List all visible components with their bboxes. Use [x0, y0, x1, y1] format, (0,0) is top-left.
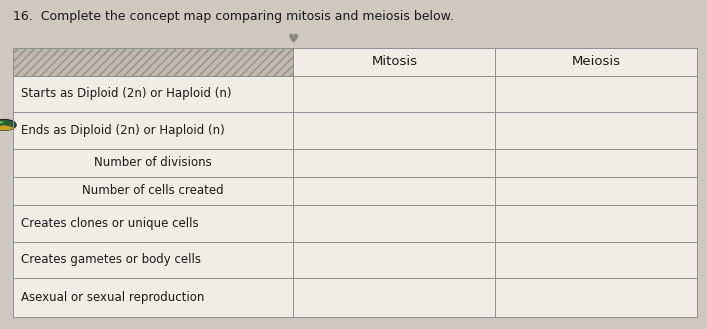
Text: Meiosis: Meiosis [572, 55, 621, 68]
Bar [293, 175, 697, 179]
Text: Asexual or sexual reproduction: Asexual or sexual reproduction [21, 291, 204, 304]
Text: Creates clones or unique cells: Creates clones or unique cells [21, 217, 199, 230]
Text: Creates gametes or body cells: Creates gametes or body cells [21, 253, 201, 266]
Text: Ends as Diploid (2n) or Haploid (n): Ends as Diploid (2n) or Haploid (n) [21, 124, 225, 137]
Wedge shape [0, 125, 15, 131]
Text: 16.  Complete the concept map comparing mitosis and meiosis below.: 16. Complete the concept map comparing m… [13, 10, 453, 23]
Text: Mitosis: Mitosis [371, 55, 417, 68]
Text: Starts as Diploid (2n) or Haploid (n): Starts as Diploid (2n) or Haploid (n) [21, 88, 232, 100]
Text: Number of divisions: Number of divisions [94, 156, 212, 169]
Bar [13, 48, 293, 76]
Bar [13, 48, 697, 317]
Circle shape [0, 121, 4, 124]
Circle shape [0, 119, 16, 131]
Text: Number of cells created: Number of cells created [82, 185, 224, 197]
Text: ♥: ♥ [288, 33, 299, 46]
